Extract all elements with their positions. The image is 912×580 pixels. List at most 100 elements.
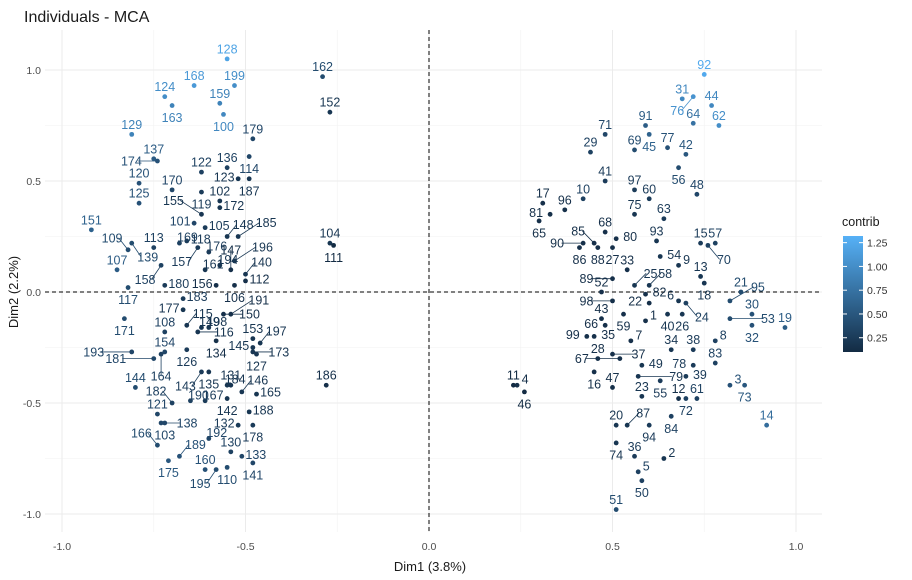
- point-label-135: 135: [198, 377, 219, 391]
- point-117: [125, 285, 131, 290]
- point-label-36: 36: [628, 440, 642, 454]
- point-label-151: 151: [81, 213, 102, 227]
- point-label-49: 49: [649, 357, 663, 371]
- point-label-69: 69: [628, 133, 642, 147]
- point-152: [327, 109, 333, 115]
- point-label-194: 194: [217, 253, 238, 267]
- point-26: [679, 311, 685, 317]
- point-145: [250, 345, 256, 350]
- point-186: [323, 382, 329, 388]
- reference-lines: [45, 30, 822, 532]
- y-tick-label: -0.5: [23, 398, 41, 410]
- point-138: [158, 420, 164, 426]
- point-label-90: 90: [550, 237, 564, 251]
- point-label-91: 91: [639, 109, 653, 123]
- connector-189: [179, 444, 190, 457]
- point-label-55: 55: [653, 386, 667, 400]
- point-label-51: 51: [609, 493, 623, 507]
- point-label-142: 142: [217, 404, 238, 418]
- point-1: [643, 318, 648, 324]
- point-label-137: 137: [143, 142, 164, 156]
- point-129: [129, 131, 135, 137]
- point-22: [646, 300, 652, 306]
- point-label-18: 18: [697, 289, 711, 303]
- point-140: [243, 271, 248, 277]
- point-43: [599, 316, 604, 322]
- point-40: [665, 311, 670, 317]
- point-label-153: 153: [242, 322, 263, 336]
- point-label-109: 109: [102, 231, 123, 245]
- tick-label-layer: -1.0 -0.5 0.0 0.5 1.0 -1.0 -0.5 0.0 0.5 1.0: [23, 65, 804, 553]
- point-label-80: 80: [623, 230, 637, 244]
- legend-title: contrib: [842, 215, 880, 229]
- point-192: [206, 436, 212, 441]
- y-tick-label: 0.5: [26, 176, 41, 188]
- point-116: [195, 329, 201, 335]
- point-4: [514, 382, 520, 388]
- point-54: [657, 254, 663, 259]
- point-160: [202, 467, 208, 472]
- legend-tick-label: 0.25: [867, 333, 888, 345]
- point-label-189: 189: [185, 438, 206, 452]
- connector-158: [151, 265, 162, 280]
- point-90: [580, 240, 586, 246]
- legend-tick-label: 0.50: [867, 309, 888, 321]
- point-label-8: 8: [720, 328, 727, 342]
- point-185: [235, 234, 241, 239]
- point-label-76: 76: [670, 104, 684, 118]
- point-label-25: 25: [644, 267, 658, 281]
- point-label-42: 42: [679, 138, 693, 152]
- x-tick-label: -1.0: [53, 541, 71, 553]
- point-label-113: 113: [144, 231, 164, 245]
- point-151: [88, 227, 94, 233]
- point-label-10: 10: [576, 182, 590, 196]
- connector-148: [226, 224, 237, 237]
- point-107: [114, 267, 120, 273]
- point-label-147: 147: [220, 243, 241, 257]
- point-label-154: 154: [154, 335, 175, 349]
- point-label-48: 48: [690, 178, 704, 192]
- point-180: [162, 282, 168, 288]
- connector-195: [206, 469, 217, 484]
- point-label-23: 23: [635, 380, 649, 394]
- point-67: [617, 356, 623, 361]
- point-45: [646, 131, 652, 137]
- point-label-72: 72: [679, 404, 693, 418]
- point-label-187: 187: [239, 184, 260, 198]
- point-label-39: 39: [693, 368, 707, 382]
- point-97: [632, 187, 637, 193]
- legend-tick-label: 0.75: [867, 285, 888, 297]
- point-137: [151, 156, 157, 162]
- x-tick-label: 0.5: [605, 541, 620, 553]
- point-label-27: 27: [606, 253, 620, 267]
- point-label-191: 191: [248, 294, 269, 308]
- point-3: [727, 382, 733, 388]
- point-8: [712, 338, 718, 344]
- point-57: [712, 240, 718, 246]
- point-label-156: 156: [192, 277, 213, 291]
- connector-87: [626, 412, 640, 426]
- point-label-177: 177: [159, 301, 180, 315]
- point-60: [646, 196, 652, 202]
- point-label-100: 100: [213, 120, 234, 134]
- point-27: [610, 245, 615, 251]
- point-93: [654, 238, 659, 244]
- point-16: [591, 369, 597, 375]
- connector-140: [245, 261, 256, 275]
- point-label-29: 29: [584, 136, 598, 150]
- point-label-60: 60: [642, 182, 656, 196]
- point-label-198: 198: [206, 315, 227, 329]
- point-label-31: 31: [675, 82, 689, 96]
- point-label-193: 193: [83, 345, 104, 359]
- point-96: [562, 207, 568, 213]
- point-label-32: 32: [745, 331, 759, 345]
- point-label-155: 155: [163, 194, 184, 208]
- point-18: [701, 280, 707, 286]
- point-51: [613, 507, 619, 512]
- point-label-13: 13: [694, 260, 708, 274]
- point-layer: [88, 56, 788, 512]
- point-164: [158, 351, 164, 357]
- point-label-182: 182: [146, 385, 167, 399]
- point-37: [610, 351, 615, 357]
